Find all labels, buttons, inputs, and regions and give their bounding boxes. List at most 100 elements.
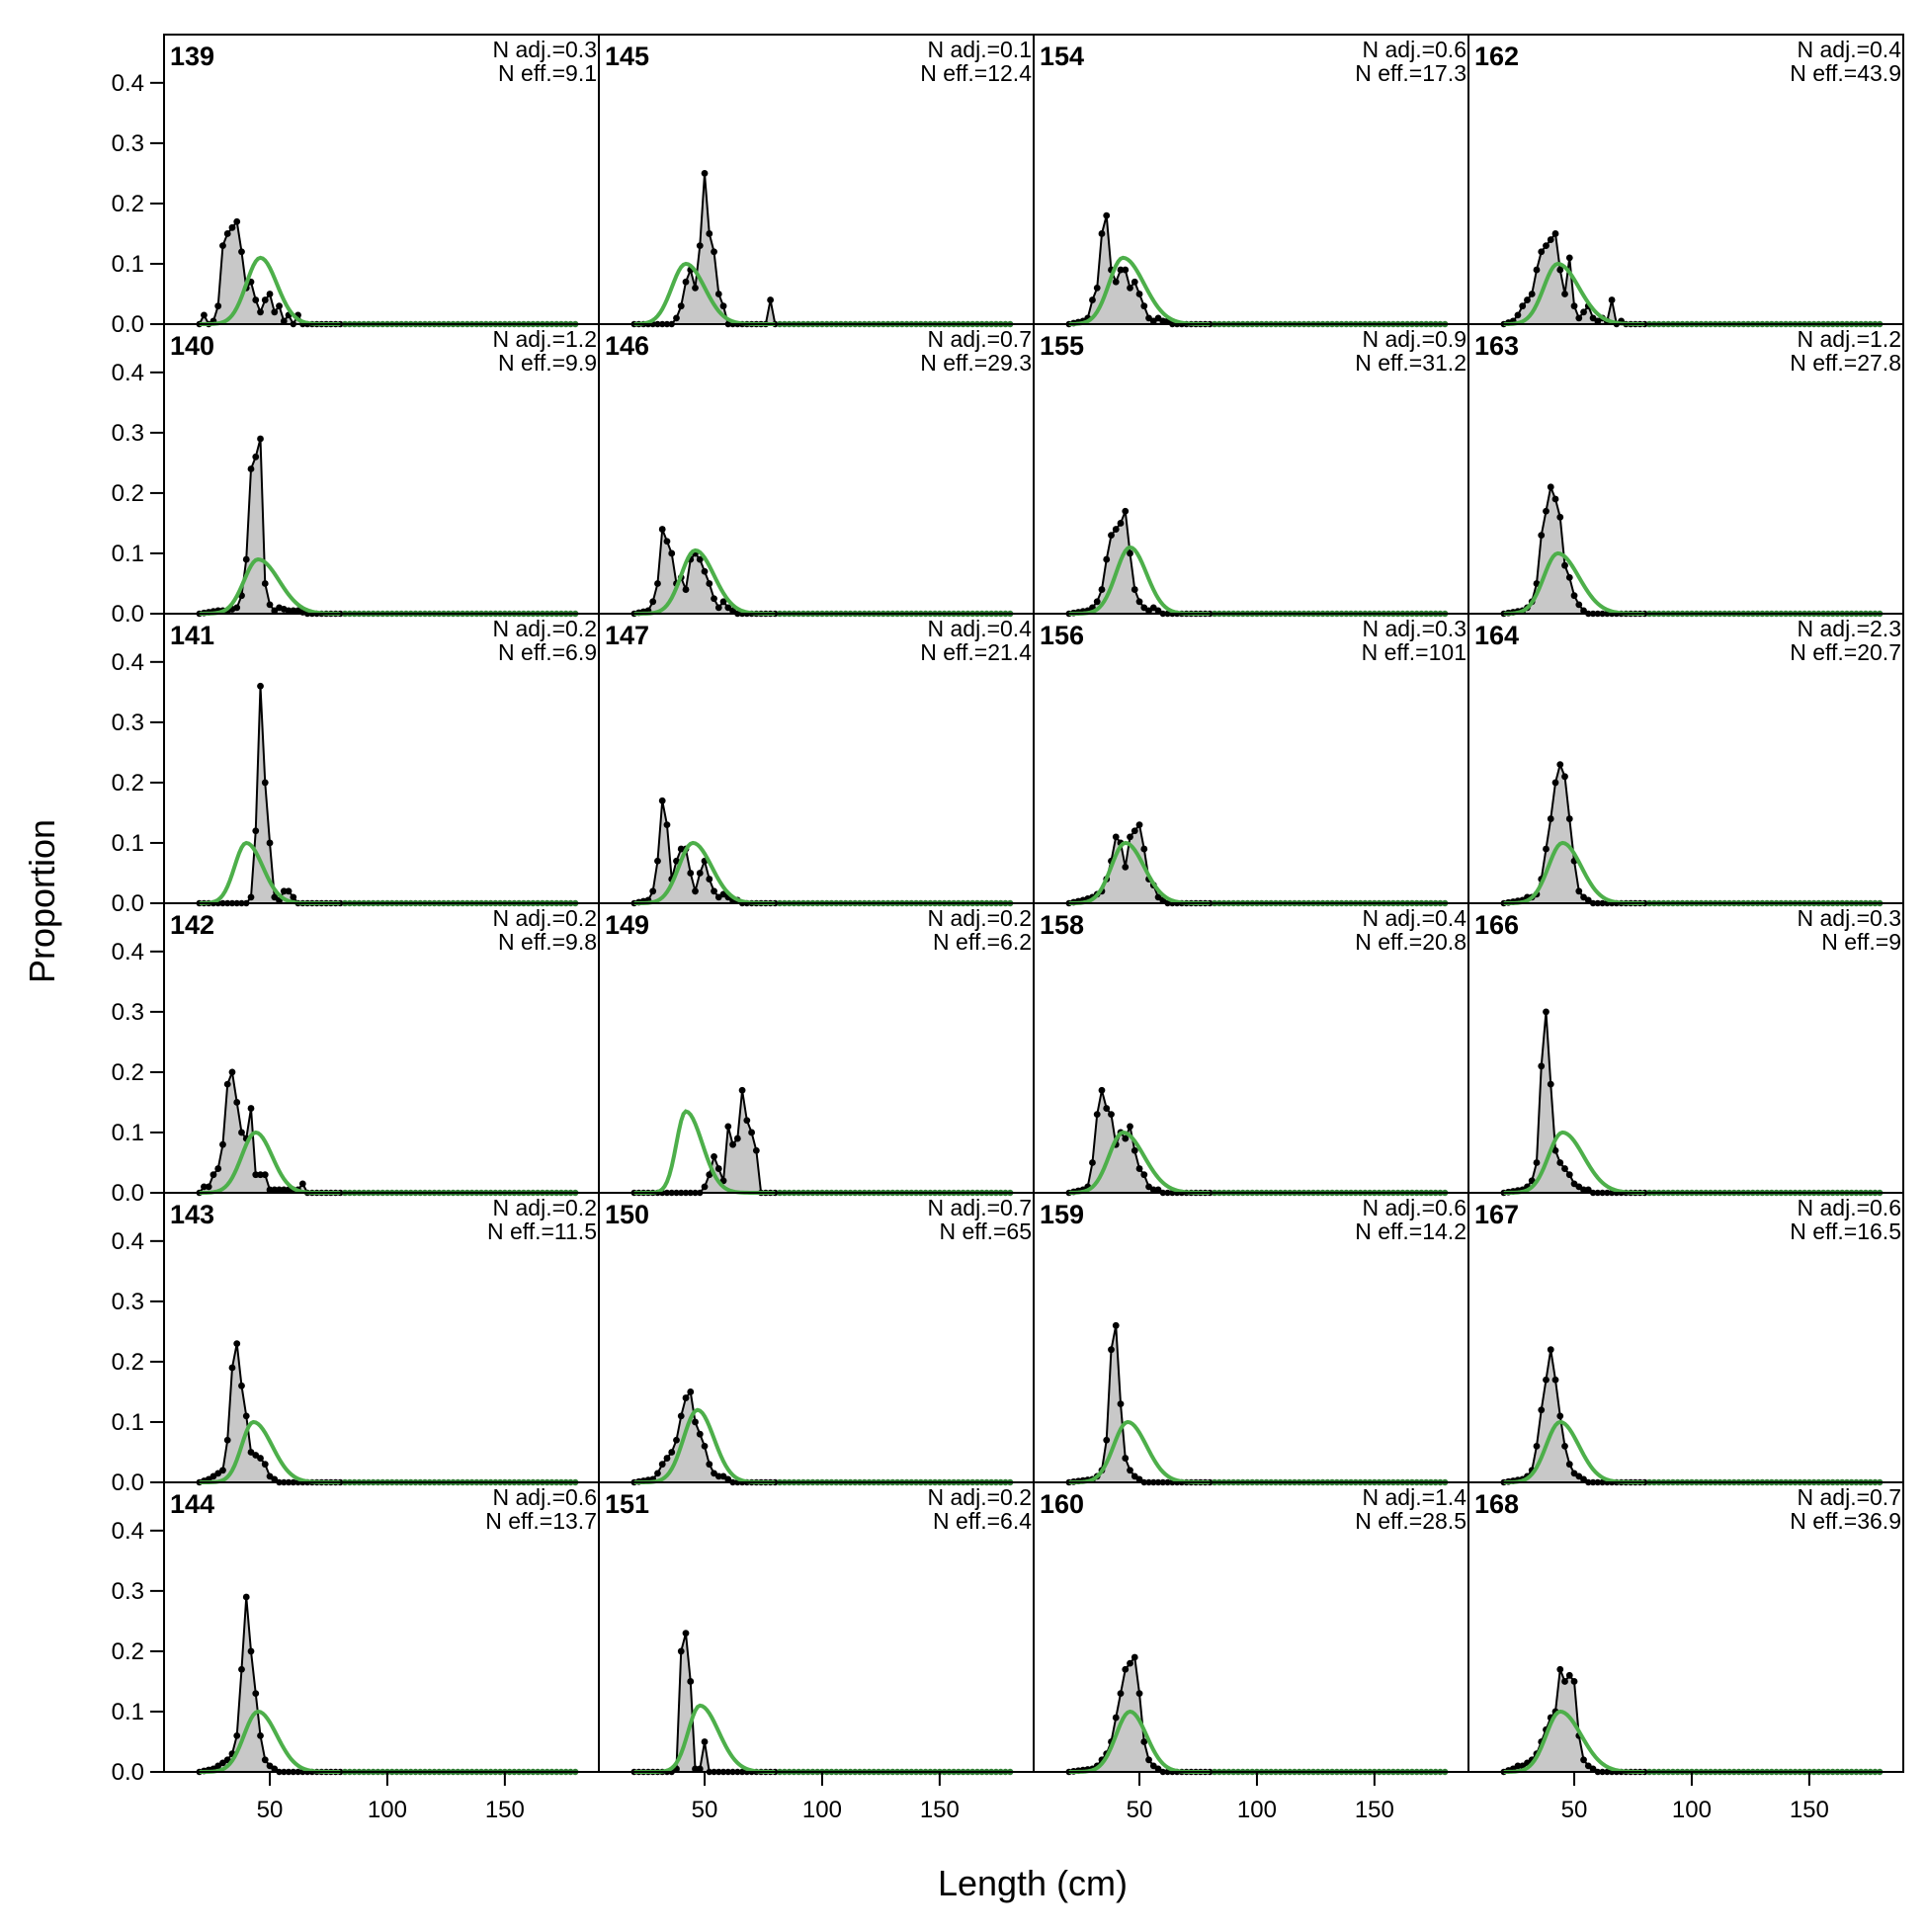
observed-point bbox=[280, 887, 288, 895]
n-adj-label: N adj.=0.3 bbox=[1798, 905, 1902, 931]
observed-point bbox=[706, 230, 713, 237]
observed-point bbox=[687, 870, 695, 877]
observed-point bbox=[266, 601, 274, 609]
observed-point bbox=[677, 302, 685, 310]
observed-point bbox=[1108, 1111, 1115, 1119]
panel-label: 162 bbox=[1474, 42, 1519, 71]
observed-point bbox=[1551, 1146, 1559, 1154]
observed-point bbox=[696, 1430, 704, 1438]
observed-point bbox=[1108, 1346, 1115, 1354]
observed-point bbox=[701, 1183, 709, 1191]
n-eff-label: N eff.=17.3 bbox=[1355, 60, 1466, 86]
observed-area bbox=[1503, 233, 1881, 324]
observed-point bbox=[1140, 845, 1148, 853]
observed-point bbox=[706, 1171, 713, 1179]
observed-point bbox=[257, 435, 264, 443]
observed-point bbox=[1135, 1690, 1143, 1698]
observed-point bbox=[1089, 296, 1096, 303]
observed-point bbox=[1561, 1442, 1568, 1450]
observed-point bbox=[1140, 1738, 1148, 1745]
observed-point bbox=[1112, 833, 1120, 841]
observed-point bbox=[682, 1394, 690, 1401]
observed-point bbox=[257, 1171, 264, 1179]
y-tick-label: 0.2 bbox=[112, 1349, 144, 1376]
observed-point bbox=[682, 1630, 690, 1638]
observed-point bbox=[1519, 302, 1527, 310]
observed-point bbox=[696, 242, 704, 250]
y-tick-label: 0.4 bbox=[112, 649, 144, 676]
panel-label: 159 bbox=[1040, 1200, 1084, 1229]
panel-150: 150 N adj.=0.7N eff.=65 bbox=[598, 1192, 1035, 1486]
y-tick-label: 0.0 bbox=[112, 601, 144, 628]
panel-156: 156 N adj.=0.3N eff.=101 bbox=[1033, 613, 1469, 907]
n-adj-label: N adj.=1.2 bbox=[493, 326, 598, 352]
observed-point bbox=[242, 1593, 250, 1601]
observed-point bbox=[1551, 1376, 1559, 1384]
observed-point bbox=[247, 465, 255, 472]
panel-label: 146 bbox=[605, 331, 649, 361]
observed-point bbox=[1127, 1123, 1133, 1131]
observed-point bbox=[1122, 266, 1130, 274]
n-eff-label: N eff.=13.7 bbox=[485, 1508, 597, 1534]
n-adj-label: N adj.=0.3 bbox=[1363, 616, 1467, 641]
n-adj-label: N adj.=0.7 bbox=[928, 326, 1033, 352]
observed-point bbox=[1570, 592, 1578, 600]
observed-point bbox=[673, 314, 680, 322]
panel-label: 163 bbox=[1474, 331, 1519, 361]
observed-point bbox=[233, 1340, 241, 1348]
observed-area bbox=[199, 438, 576, 614]
observed-point bbox=[201, 311, 208, 319]
x-tick-label: 150 bbox=[1790, 1797, 1829, 1823]
observed-point bbox=[711, 1152, 717, 1160]
observed-point bbox=[1103, 1436, 1111, 1444]
y-tick-label: 0.3 bbox=[112, 1578, 144, 1605]
observed-point bbox=[1112, 278, 1120, 286]
observed-point bbox=[654, 580, 661, 587]
observed-point bbox=[1547, 1080, 1554, 1088]
x-tick-label: 150 bbox=[1355, 1797, 1394, 1823]
observed-point bbox=[738, 1086, 746, 1094]
n-eff-label: N eff.=6.2 bbox=[933, 929, 1032, 955]
panel-label: 144 bbox=[170, 1489, 214, 1519]
observed-point bbox=[1514, 311, 1522, 319]
observed-point bbox=[1565, 1171, 1573, 1179]
observed-point bbox=[701, 1738, 709, 1745]
observed-point bbox=[1589, 1765, 1597, 1773]
observed-area bbox=[633, 800, 1011, 903]
x-tick-label: 50 bbox=[257, 1797, 284, 1823]
observed-point bbox=[1117, 520, 1125, 527]
observed-point bbox=[711, 248, 717, 256]
n-adj-label: N adj.=0.6 bbox=[1798, 1195, 1902, 1220]
observed-point bbox=[663, 1455, 671, 1462]
panel-142: 142 N adj.=0.2N eff.=9.8 bbox=[163, 902, 600, 1197]
observed-point bbox=[205, 1183, 212, 1191]
observed-point bbox=[1543, 845, 1550, 853]
panel-144: 144 N adj.=0.6N eff.=13.7 bbox=[163, 1481, 600, 1776]
n-adj-label: N adj.=1.2 bbox=[1798, 326, 1902, 352]
observed-point bbox=[223, 1436, 231, 1444]
observed-point bbox=[266, 839, 274, 847]
observed-point bbox=[767, 296, 775, 303]
observed-point bbox=[1551, 230, 1559, 237]
y-tick-label: 0.0 bbox=[112, 311, 144, 338]
observed-point bbox=[1543, 1376, 1550, 1384]
observed-point bbox=[719, 598, 727, 606]
observed-area bbox=[1068, 511, 1446, 614]
observed-point bbox=[1538, 248, 1546, 256]
observed-point bbox=[252, 453, 260, 461]
observed-point bbox=[1561, 1678, 1568, 1685]
panel-label: 142 bbox=[170, 910, 214, 940]
observed-point bbox=[1570, 302, 1578, 310]
observed-point bbox=[1131, 1653, 1138, 1661]
observed-point bbox=[1580, 308, 1587, 316]
observed-point bbox=[1556, 1412, 1564, 1420]
observed-point bbox=[1112, 526, 1120, 533]
observed-point bbox=[743, 1117, 751, 1125]
observed-point bbox=[1538, 532, 1546, 540]
observed-point bbox=[1547, 236, 1554, 243]
observed-point bbox=[1547, 1346, 1554, 1354]
observed-point bbox=[1580, 1475, 1587, 1483]
observed-point bbox=[692, 284, 699, 292]
observed-point bbox=[1122, 1455, 1130, 1462]
observed-point bbox=[692, 1418, 699, 1426]
